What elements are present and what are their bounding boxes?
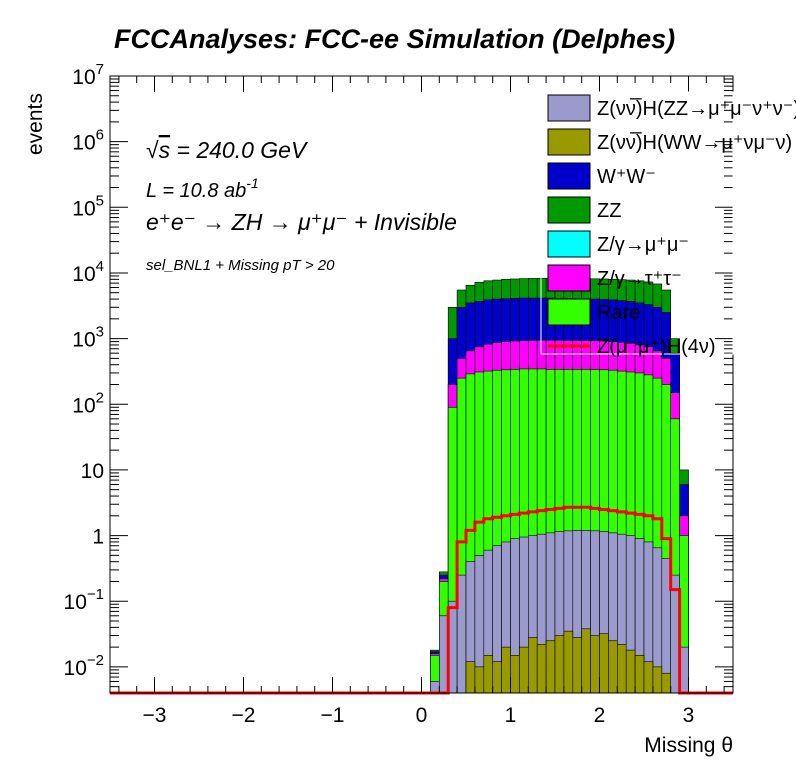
legend-swatch [547, 128, 591, 156]
y-tick-base: 10 [81, 460, 104, 483]
y-tick-exponent: −1 [87, 586, 104, 603]
y-tick-base: 10 [72, 329, 95, 352]
y-tick-base: 10 [64, 657, 87, 680]
y-tick-label: 1 [92, 526, 104, 549]
legend-label: Z/γ→μ⁺μ⁻ [597, 234, 689, 256]
histogram-bar [634, 655, 645, 694]
legend-swatch [547, 298, 591, 326]
y-tick-label: 10−2 [64, 652, 104, 680]
y-tick-base: 1 [92, 526, 104, 549]
y-axis-label: events [24, 93, 47, 155]
legend: Z(νν̅)H(ZZ→μ⁺μ⁻ν⁺ν⁻) Z(νν̅)H(WW→μ⁺νμ⁻ν) W⁺… [540, 91, 796, 358]
sqrt-s-label: √s = 240.0 GeV [146, 137, 309, 163]
y-tick-label: 102 [72, 389, 104, 417]
legend-label: W⁺W⁻ [597, 166, 656, 188]
y-tick-base: 10 [72, 66, 95, 89]
luminosity-label: L = 10.8 ab-1 [146, 175, 259, 202]
legend-label: Z(νν̅)H(ZZ→μ⁺μ⁻ν⁺ν⁻) [597, 97, 796, 120]
y-tick-label: 10 [81, 460, 104, 483]
legend-swatch [547, 94, 591, 122]
y-tick-label: 104 [72, 258, 104, 286]
signal-line [110, 505, 733, 695]
histogram-bar [572, 637, 582, 694]
legend-label: Z(νν̅)H(WW→μ⁺νμ⁻ν) [597, 131, 792, 154]
legend-swatch [547, 230, 591, 258]
histogram-bar [465, 661, 476, 694]
y-tick-exponent: −2 [87, 652, 104, 669]
sqrt-s-var: s [159, 137, 171, 163]
histogram-bar [599, 633, 609, 694]
histogram-bar [510, 655, 520, 694]
y-tick-exponent: 2 [96, 389, 104, 406]
y-tick-label: 105 [72, 192, 104, 220]
lumi-prefix: L = 10.8 ab [146, 180, 246, 202]
histogram-bar [545, 640, 556, 694]
chart-title: FCCAnalyses: FCC-ee Simulation (Delphes) [114, 24, 675, 54]
histogram-bar [527, 637, 538, 694]
y-tick-base: 10 [72, 132, 95, 155]
legend-swatch [547, 196, 591, 224]
histogram-bar [616, 644, 627, 694]
histogram-bar [643, 661, 654, 694]
y-tick-exponent: 4 [96, 258, 104, 275]
legend-swatch [547, 162, 591, 190]
y-tick-label: 10−1 [64, 586, 104, 614]
histogram-bar [430, 681, 440, 694]
legend-label: Z/γ→τ⁺τ⁻ [597, 268, 682, 290]
y-tick-base: 10 [72, 263, 95, 286]
x-tick-label: 3 [683, 704, 695, 727]
x-tick-label: −2 [232, 704, 256, 727]
y-tick-exponent: 3 [96, 324, 104, 341]
y-tick-label: 106 [72, 127, 104, 155]
histogram-bar [474, 666, 485, 694]
y-tick-exponent: 6 [96, 127, 104, 144]
x-tick-label: 1 [505, 704, 517, 727]
histogram-bar [590, 635, 600, 694]
y-tick-base: 10 [64, 591, 87, 614]
x-tick-label: −3 [143, 704, 167, 727]
y-tick-base: 10 [72, 394, 95, 417]
x-tick-label: 0 [416, 704, 428, 727]
legend-frame [540, 91, 734, 355]
y-tick-exponent: 5 [96, 192, 104, 209]
energy-value: = 240.0 GeV [170, 137, 309, 163]
histogram-bar [652, 666, 663, 694]
histogram-bar [581, 628, 591, 694]
y-tick-base: 10 [72, 197, 95, 220]
legend-label: Rare [597, 302, 640, 324]
x-tick-label: 2 [594, 704, 606, 727]
y-tick-exponent: 7 [96, 61, 104, 78]
selection-label: sel_BNL1 + Missing pT > 20 [146, 257, 335, 274]
histogram-bar [483, 655, 493, 694]
y-tick-label: 107 [72, 61, 104, 89]
y-tick-label: 103 [72, 324, 104, 352]
histogram-bar [554, 635, 565, 694]
process-label: e⁺e⁻ → ZH → μ⁺μ⁻ + Invisible [146, 209, 457, 235]
histogram-bar [625, 649, 636, 694]
histogram-bar [536, 644, 547, 694]
histogram-bar [492, 661, 502, 694]
x-tick-label: −1 [321, 704, 345, 727]
histogram-bar [661, 672, 671, 694]
histogram-bar [519, 646, 529, 694]
histogram-bar [608, 640, 618, 694]
legend-swatch [547, 264, 591, 292]
series-higgs [465, 628, 671, 694]
x-axis-ticks: −3 −2 −1 0 1 2 3 [118, 76, 725, 727]
histogram-bars [110, 277, 733, 695]
legend-label: Z(μ⁻μ⁺)H(4ν) [597, 336, 716, 358]
annotations: √s = 240.0 GeV L = 10.8 ab-1 e⁺e⁻ → ZH →… [146, 137, 457, 274]
histogram-bar [563, 630, 574, 694]
lumi-unit-exponent: -1 [246, 175, 258, 191]
x-axis-label: Missing θ [644, 734, 733, 757]
histogram-bar [501, 646, 511, 694]
sqrt-symbol: √ [146, 137, 159, 163]
legend-label: ZZ [597, 200, 621, 222]
